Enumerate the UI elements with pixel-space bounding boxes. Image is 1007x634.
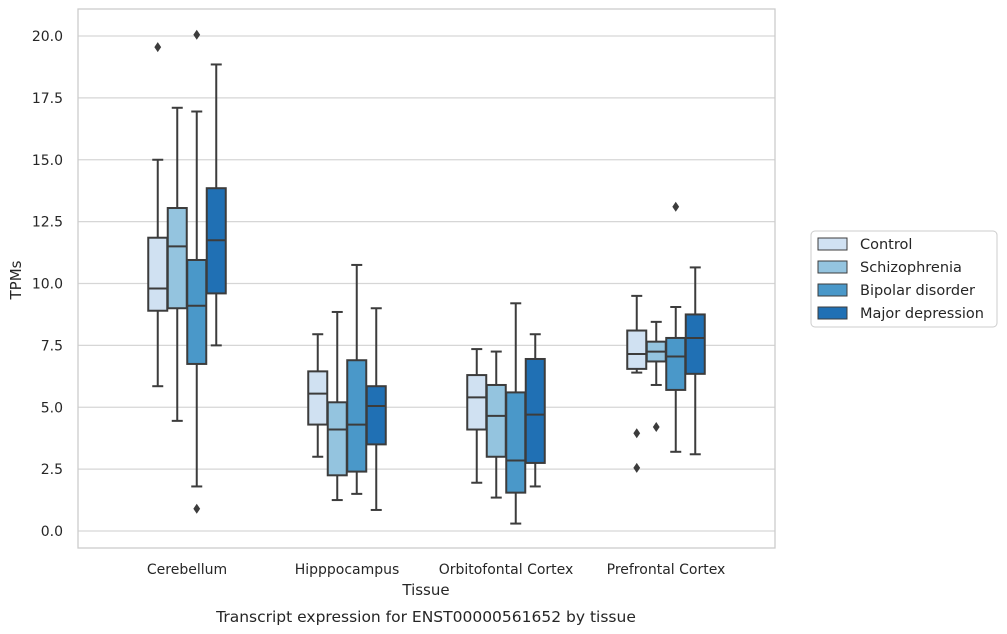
- legend-frame: [810, 230, 998, 328]
- box: [166, 207, 188, 310]
- x-tick-label: Orbitofontal Cortex: [439, 562, 574, 578]
- box: [466, 374, 488, 431]
- legend: Control Schizophrenia Bipolar disorder Majo…: [810, 230, 998, 328]
- legend-swatch: [817, 283, 848, 297]
- x-tick-label: Cerebellum: [147, 562, 227, 578]
- outlier-point: [633, 462, 641, 473]
- box: [485, 383, 507, 458]
- x-tick-label: Prefrontal Cortex: [607, 562, 726, 578]
- legend-label: Control: [860, 237, 912, 253]
- chart-caption: Transcript expression for ENST0000056165…: [215, 608, 636, 626]
- y-tick-label: 12.5: [32, 215, 63, 231]
- box: [626, 329, 648, 370]
- outlier-point: [652, 422, 660, 433]
- y-tick-label: 20.0: [32, 29, 63, 45]
- box: [346, 359, 368, 473]
- outlier-point: [193, 503, 201, 514]
- legend-label: Major depression: [860, 306, 984, 322]
- box: [524, 357, 546, 464]
- y-tick-label: 5.0: [41, 400, 63, 416]
- y-tick-label: 2.5: [41, 462, 63, 478]
- outlier-point: [154, 42, 162, 53]
- series-control: [147, 42, 648, 484]
- x-axis-label: Tissue: [401, 581, 449, 599]
- legend-label: Bipolar disorder: [860, 283, 975, 299]
- legend-swatch: [817, 260, 848, 274]
- outlier-point: [672, 201, 680, 212]
- y-tick-label: 0.0: [41, 524, 63, 540]
- box: [665, 336, 687, 391]
- outlier-point: [633, 428, 641, 439]
- legend-label: Schizophrenia: [860, 260, 962, 276]
- box: [326, 401, 348, 477]
- series-bipolar-disorder: [186, 29, 687, 525]
- box-series-group: [147, 29, 706, 525]
- x-axis-ticks: Cerebellum Hipppocampus Orbitofontal Corte…: [147, 562, 725, 578]
- y-tick-label: 7.5: [41, 338, 63, 354]
- outlier-point: [193, 29, 201, 40]
- y-tick-label: 17.5: [32, 91, 63, 107]
- x-tick-label: Hipppocampus: [295, 562, 400, 578]
- plot-area-frame: [77, 8, 776, 549]
- series-schizophrenia: [166, 106, 667, 502]
- y-tick-label: 10.0: [32, 277, 63, 293]
- box: [307, 370, 329, 426]
- box: [365, 385, 387, 446]
- series-major-depression: [205, 63, 706, 511]
- y-tick-label: 15.0: [32, 153, 63, 169]
- legend-swatch: [817, 306, 848, 320]
- box: [505, 391, 527, 494]
- box: [186, 258, 208, 365]
- y-axis-ticks: 0.0 2.5 5.0 7.5 10.0 12.5 15.0 17.5 20.0: [32, 29, 63, 540]
- box: [147, 236, 169, 312]
- y-axis-label: TPMs: [7, 260, 25, 300]
- box: [684, 313, 706, 375]
- legend-swatch: [817, 237, 848, 251]
